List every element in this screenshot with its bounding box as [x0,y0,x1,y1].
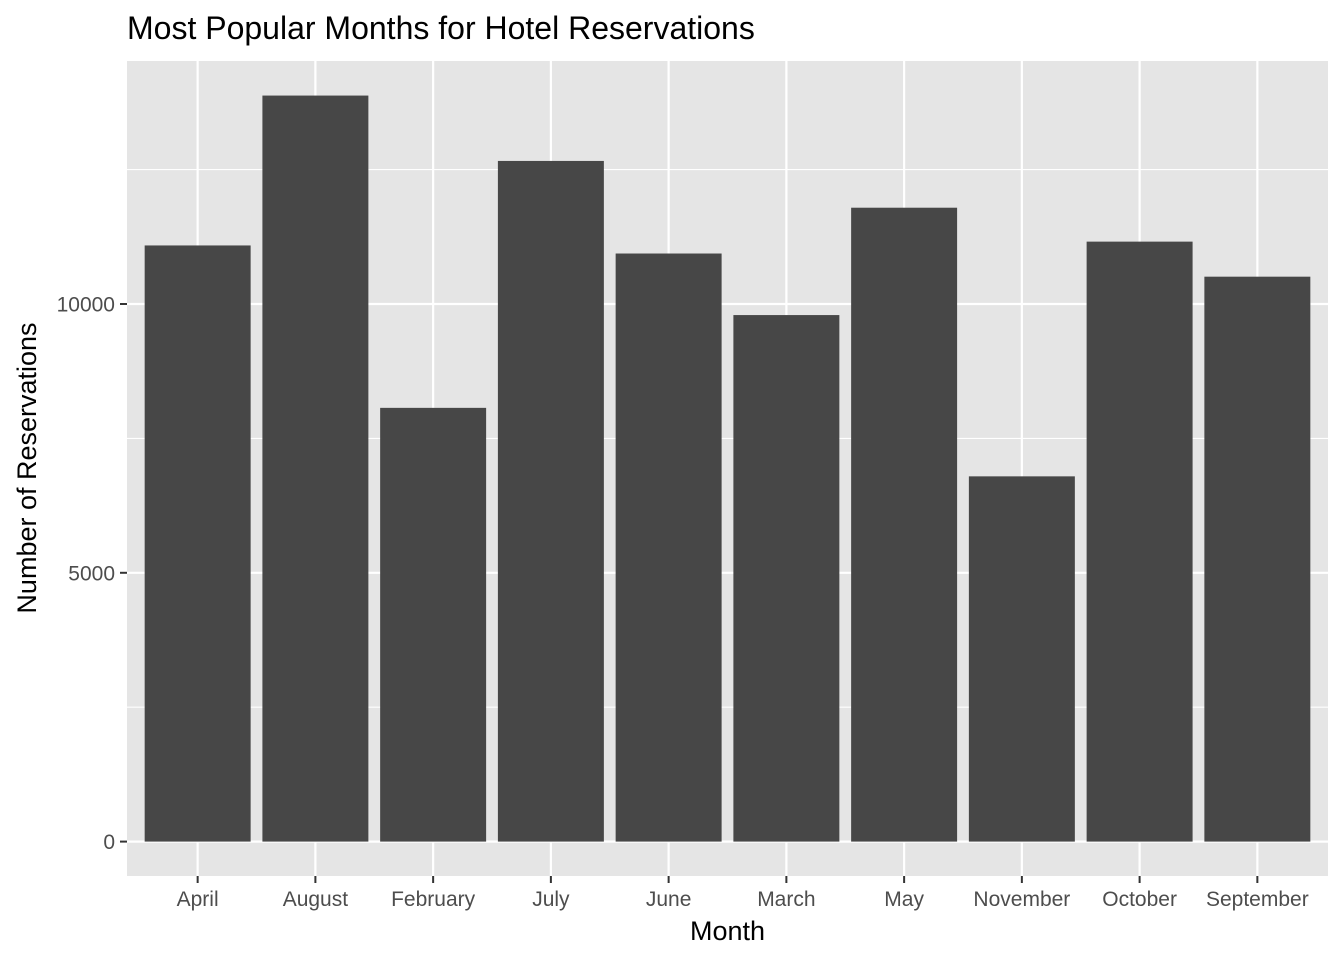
bars [144,95,1311,842]
x-axis: April August February July June March May Novem… [177,876,1309,911]
x-tick-label: August [283,888,349,911]
x-tick-label: May [884,888,924,911]
x-tick-label: September [1206,888,1309,911]
y-tick-label: 0 [103,831,115,854]
x-axis-title: Month [690,916,765,946]
y-axis-title: Number of Reservations [12,322,42,613]
x-tick-label: February [391,888,476,911]
x-tick-label: October [1102,888,1177,911]
x-tick-label: July [532,888,570,911]
y-tick-label: 10000 [57,293,115,316]
bar-september [1204,276,1311,842]
bar-march [733,315,840,842]
bar-june [615,253,722,842]
bar-july [497,160,604,842]
bar-october [1086,241,1193,842]
bar-august [262,95,369,842]
y-tick-label: 5000 [68,562,115,585]
x-tick-label: April [177,888,219,911]
bar-november [968,476,1075,842]
x-tick-label: March [757,888,815,911]
y-axis: 0 5000 10000 [57,293,127,854]
bar-april [144,245,251,842]
x-tick-label: June [646,888,692,911]
bar-february [380,407,487,842]
bar-may [851,207,958,842]
x-tick-label: November [973,888,1070,911]
chart-title: Most Popular Months for Hotel Reservatio… [127,10,755,46]
